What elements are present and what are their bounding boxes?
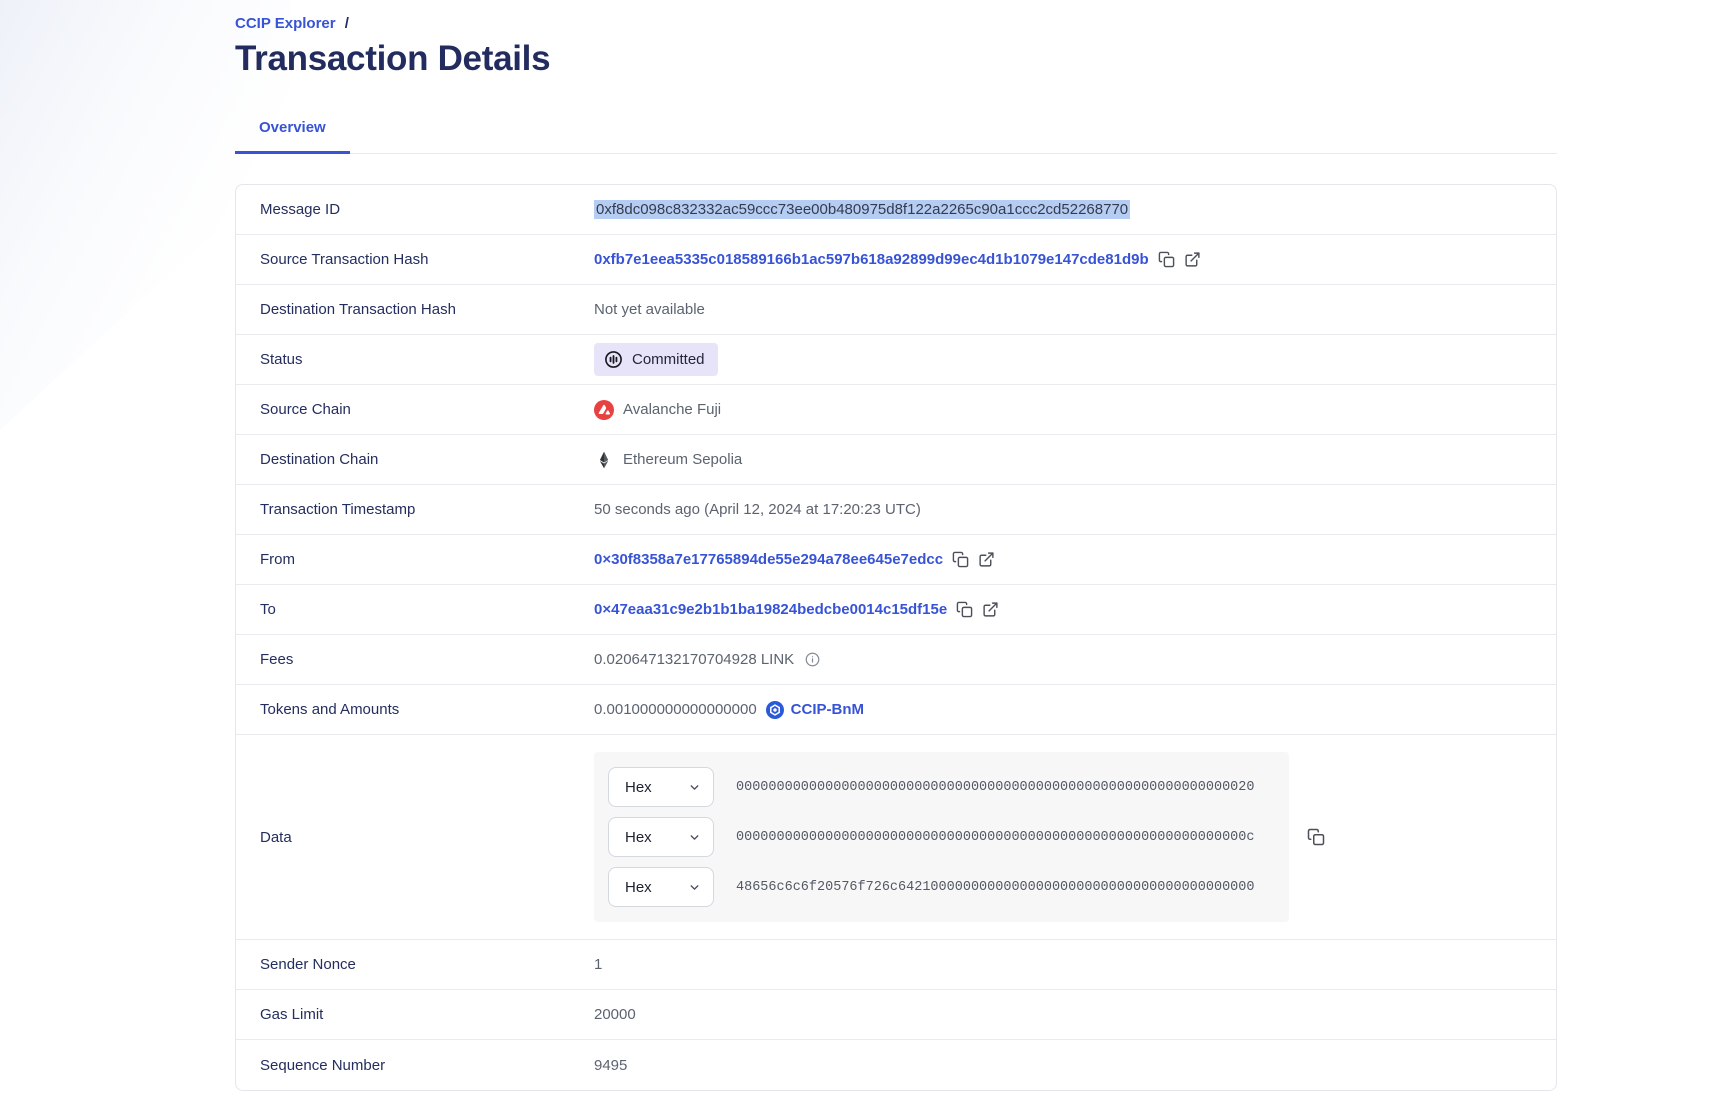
row-value: 0.001000000000000000 CCIP-BnM bbox=[594, 700, 864, 719]
row-label: Tokens and Amounts bbox=[260, 701, 400, 718]
token-amount: 0.001000000000000000 bbox=[594, 701, 757, 718]
transaction-details-page: CCIP Explorer / Transaction Details Over… bbox=[235, 0, 1557, 1091]
tab-bar: Overview bbox=[235, 119, 1557, 154]
table-row-timestamp: Transaction Timestamp 50 seconds ago (Ap… bbox=[236, 485, 1556, 535]
details-card: Message ID 0xf8dc098c832332ac59ccc73ee00… bbox=[235, 184, 1557, 1091]
breadcrumb-separator: / bbox=[344, 15, 349, 32]
dest-tx-hash-value: Not yet available bbox=[594, 301, 705, 318]
row-label: Sequence Number bbox=[260, 1056, 386, 1074]
status-badge-label: Committed bbox=[632, 351, 705, 368]
sequence-number-value: 9495 bbox=[594, 1057, 627, 1074]
table-row-status: Status Committed bbox=[236, 335, 1556, 385]
hex-format-select-value: Hex bbox=[625, 828, 652, 846]
copy-icon[interactable] bbox=[956, 601, 973, 618]
chevron-down-icon bbox=[688, 831, 701, 844]
timestamp-value: 50 seconds ago (April 12, 2024 at 17:20:… bbox=[594, 501, 921, 518]
ethereum-icon bbox=[594, 450, 614, 470]
hex-format-select-value: Hex bbox=[625, 778, 652, 796]
row-value: Ethereum Sepolia bbox=[594, 450, 742, 470]
row-value: Avalanche Fuji bbox=[594, 399, 722, 420]
row-label: Transaction Timestamp bbox=[260, 501, 416, 518]
row-label: Source Transaction Hash bbox=[260, 251, 429, 268]
source-chain-name: Avalanche Fuji bbox=[623, 401, 722, 418]
avalanche-icon bbox=[594, 399, 614, 420]
table-row-message-id: Message ID 0xf8dc098c832332ac59ccc73ee00… bbox=[236, 185, 1556, 235]
row-label: From bbox=[260, 551, 295, 568]
hex-data-line: 0000000000000000000000000000000000000000… bbox=[736, 779, 1255, 795]
chevron-down-icon bbox=[688, 881, 701, 894]
status-badge: Committed bbox=[594, 343, 718, 376]
row-value: 0×47eaa31c9e2b1b1ba19824bedcbe0014c15df1… bbox=[594, 601, 999, 618]
tab-overview[interactable]: Overview bbox=[235, 119, 350, 154]
row-value: 0xfb7e1eea5335c018589166b1ac597b618a9289… bbox=[594, 251, 1201, 268]
table-row-to: To 0×47eaa31c9e2b1b1ba19824bedcbe0014c15… bbox=[236, 585, 1556, 635]
copy-icon[interactable] bbox=[952, 551, 969, 568]
row-label: Data bbox=[260, 828, 292, 846]
row-value: 0xf8dc098c832332ac59ccc73ee00b480975d8f1… bbox=[594, 200, 1131, 219]
gas-limit-text: 20000 bbox=[594, 1006, 636, 1023]
token-name-link[interactable]: CCIP-BnM bbox=[790, 701, 864, 718]
sender-nonce-text: 1 bbox=[594, 956, 603, 973]
to-address-link[interactable]: 0×47eaa31c9e2b1b1ba19824bedcbe0014c15df1… bbox=[594, 601, 948, 618]
table-row-data: Data Hex 0000000000000000000000000000000… bbox=[236, 735, 1556, 940]
table-row-dest-tx-hash: Destination Transaction Hash Not yet ava… bbox=[236, 285, 1556, 335]
table-row-dest-chain: Destination Chain Ethereum Sepolia bbox=[236, 435, 1556, 485]
external-link-icon[interactable] bbox=[982, 601, 999, 618]
external-link-icon[interactable] bbox=[1184, 251, 1201, 268]
dest-chain-name: Ethereum Sepolia bbox=[623, 451, 743, 468]
row-label: To bbox=[260, 601, 276, 618]
page-title: Transaction Details bbox=[235, 39, 551, 78]
message-id-value: 0xf8dc098c832332ac59ccc73ee00b480975d8f1… bbox=[594, 200, 1131, 219]
not-yet-available-text: Not yet available bbox=[594, 301, 705, 318]
table-row-fees: Fees 0.020647132170704928 LINK bbox=[236, 635, 1556, 685]
row-label: Gas Limit bbox=[260, 1006, 324, 1023]
fees-value: 0.020647132170704928 LINK bbox=[594, 651, 795, 668]
breadcrumb-link-ccip-explorer[interactable]: CCIP Explorer bbox=[235, 15, 336, 32]
data-panel: Hex 000000000000000000000000000000000000… bbox=[594, 752, 1289, 922]
data-value: Hex 000000000000000000000000000000000000… bbox=[594, 752, 1325, 922]
table-row-source-chain: Source Chain Avalanche Fuji bbox=[236, 385, 1556, 435]
row-label: Sender Nonce bbox=[260, 956, 356, 973]
data-line: Hex 48656c6c6f20576f726c6421000000000000… bbox=[608, 867, 1275, 907]
row-label: Destination Chain bbox=[260, 451, 379, 468]
row-value: Committed bbox=[594, 343, 718, 376]
row-label: Fees bbox=[260, 651, 294, 668]
row-value: 0.020647132170704928 LINK bbox=[594, 651, 820, 668]
ccip-bnm-token-icon bbox=[765, 700, 784, 719]
timestamp-text: 50 seconds ago (April 12, 2024 at 17:20:… bbox=[594, 501, 921, 518]
committed-status-icon bbox=[604, 350, 623, 369]
copy-icon[interactable] bbox=[1158, 251, 1175, 268]
hex-data-line: 0000000000000000000000000000000000000000… bbox=[736, 829, 1255, 845]
external-link-icon[interactable] bbox=[978, 551, 995, 568]
breadcrumb: CCIP Explorer / bbox=[235, 0, 1557, 32]
from-address-link[interactable]: 0×30f8358a7e17765894de55e294a78ee645e7ed… bbox=[594, 551, 944, 568]
hex-format-select-value: Hex bbox=[625, 878, 652, 896]
gas-limit-value: 20000 bbox=[594, 1006, 636, 1023]
row-label: Destination Transaction Hash bbox=[260, 301, 456, 318]
table-row-sender-nonce: Sender Nonce 1 bbox=[236, 940, 1556, 990]
table-row-tokens-and-amounts: Tokens and Amounts 0.001000000000000000 … bbox=[236, 685, 1556, 735]
data-line: Hex 000000000000000000000000000000000000… bbox=[608, 767, 1275, 807]
row-label: Status bbox=[260, 351, 303, 368]
row-label: Message ID bbox=[260, 201, 341, 218]
copy-icon[interactable] bbox=[1307, 828, 1325, 846]
hex-format-select[interactable]: Hex bbox=[608, 767, 714, 807]
chevron-down-icon bbox=[688, 781, 701, 794]
sequence-number-text: 9495 bbox=[594, 1056, 628, 1074]
info-icon[interactable] bbox=[805, 652, 820, 667]
source-tx-hash-link[interactable]: 0xfb7e1eea5335c018589166b1ac597b618a9289… bbox=[594, 251, 1149, 268]
table-row-source-tx-hash: Source Transaction Hash 0xfb7e1eea5335c0… bbox=[236, 235, 1556, 285]
hex-format-select[interactable]: Hex bbox=[608, 867, 714, 907]
hex-data-line: 48656c6c6f20576f726c64210000000000000000… bbox=[736, 879, 1255, 895]
data-line: Hex 000000000000000000000000000000000000… bbox=[608, 817, 1275, 857]
row-label: Source Chain bbox=[260, 401, 351, 418]
table-row-sequence-number: Sequence Number 9495 bbox=[236, 1040, 1556, 1090]
table-row-from: From 0×30f8358a7e17765894de55e294a78ee64… bbox=[236, 535, 1556, 585]
row-value: 0×30f8358a7e17765894de55e294a78ee645e7ed… bbox=[594, 551, 995, 568]
sender-nonce-value: 1 bbox=[594, 956, 602, 973]
table-row-gas-limit: Gas Limit 20000 bbox=[236, 990, 1556, 1040]
hex-format-select[interactable]: Hex bbox=[608, 817, 714, 857]
